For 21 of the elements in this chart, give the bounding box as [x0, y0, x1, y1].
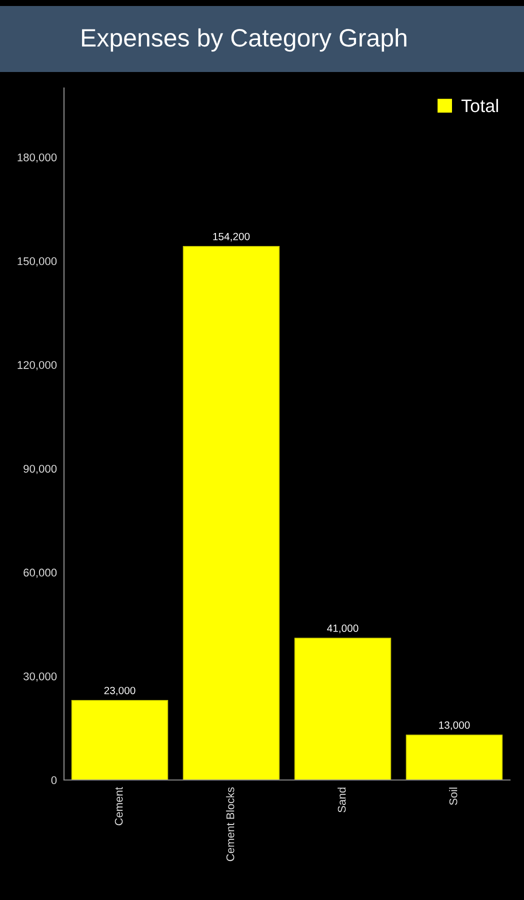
bar	[71, 700, 168, 780]
data-label: 23,000	[104, 686, 136, 696]
x-tick-label: Sand	[338, 788, 346, 812]
y-tick-label: 30,000	[24, 672, 57, 682]
data-label: 41,000	[327, 624, 358, 634]
y-tick-label: 150,000	[18, 257, 57, 266]
data-label: 154,200	[213, 232, 250, 242]
bar	[406, 734, 503, 780]
x-tick-label: Cement	[114, 787, 123, 826]
y-tick-label: 60,000	[24, 568, 57, 578]
x-tick-label: Cement Blocks	[226, 787, 234, 862]
chart-title: Expenses by Category Graph	[82, 28, 406, 52]
y-tick-label: 0	[51, 776, 57, 784]
x-tick-label: Soil	[449, 788, 458, 805]
y-tick-label: 90,000	[24, 464, 57, 474]
y-tick-label: 180,000	[18, 153, 57, 163]
legend-label: Total	[461, 98, 498, 112]
data-label: 13,000	[439, 721, 470, 730]
bar	[182, 246, 280, 780]
y-tick-label: 120,000	[18, 361, 57, 370]
bar	[294, 638, 392, 780]
